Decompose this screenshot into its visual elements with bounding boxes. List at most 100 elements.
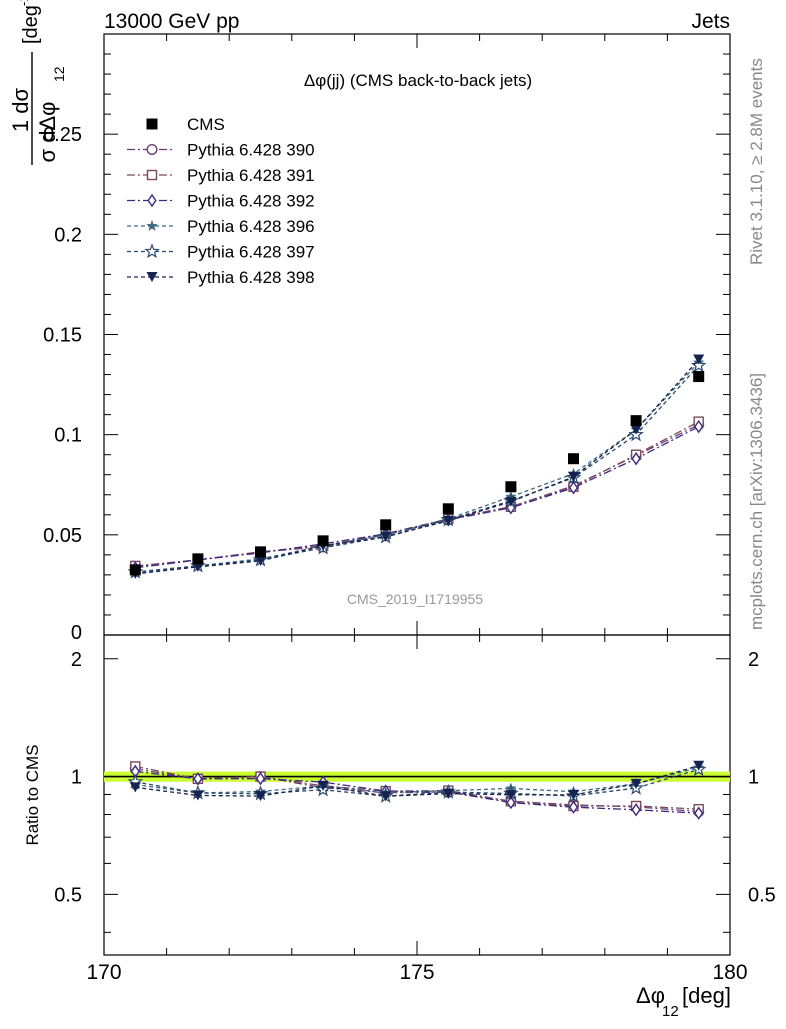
ratio-point-p398 xyxy=(380,791,392,802)
y-tick-label: 0.05 xyxy=(43,525,82,547)
y-label-numerator: 1 dσ xyxy=(8,88,33,133)
data-point-p398 xyxy=(630,424,642,435)
y-label-denominator-sub: 12 xyxy=(51,66,67,82)
series-line-p398 xyxy=(135,359,700,575)
ratio-line-p397 xyxy=(135,768,699,797)
legend-label-p396: Pythia 6.428 396 xyxy=(187,217,315,236)
series-line-p396 xyxy=(135,362,700,574)
x-tick-label: 175 xyxy=(399,961,434,984)
legend-marker-p392 xyxy=(147,193,157,208)
ratio-line-p390 xyxy=(135,768,699,813)
legend-marker-cms xyxy=(146,118,158,130)
ratio-y-tick-label: 0.5 xyxy=(54,884,82,906)
y-label-unit-sup: -1 xyxy=(16,0,31,6)
legend-label-p397: Pythia 6.428 397 xyxy=(187,243,315,262)
data-point-cms xyxy=(505,481,517,493)
ratio-line-p396 xyxy=(135,766,699,794)
y-tick-label: 0.15 xyxy=(43,325,82,347)
main-series-group xyxy=(127,354,707,579)
ratio-point-p398 xyxy=(317,780,329,791)
data-point-p392 xyxy=(568,481,579,495)
ratio-point-p398 xyxy=(693,760,705,771)
data-point-p392 xyxy=(694,419,704,434)
data-point-cms xyxy=(693,371,705,383)
legend-label-p398: Pythia 6.428 398 xyxy=(187,268,315,287)
data-point-p392 xyxy=(631,451,641,466)
x-label-unit: [deg] xyxy=(682,983,731,1008)
legend-marker-p390 xyxy=(146,143,158,155)
ratio-y-tick-label-right: 1 xyxy=(748,767,759,789)
y-label-denominator: σ dΔφ xyxy=(35,102,60,163)
data-point-cms xyxy=(380,519,392,531)
series-line-p391 xyxy=(135,421,700,567)
ratio-point-p392 xyxy=(694,806,704,820)
legend-label-p392: Pythia 6.428 392 xyxy=(187,192,315,211)
data-point-cms xyxy=(317,535,329,547)
rivet-version-label: Rivet 3.1.10, ≥ 2.8M events xyxy=(747,58,766,265)
analysis-watermark: CMS_2019_I1719955 xyxy=(347,591,483,607)
x-label-symbol: Δφ xyxy=(636,983,665,1008)
data-point-cms xyxy=(129,564,141,576)
ratio-line-p391 xyxy=(135,765,699,810)
series-line-p392 xyxy=(135,426,699,569)
ratio-series-group xyxy=(127,760,707,820)
data-point-p398 xyxy=(568,471,579,482)
ratio-point-p392 xyxy=(255,771,266,786)
data-point-cms xyxy=(255,546,266,558)
ratio-y-tick-label-right: 0.5 xyxy=(748,884,776,906)
ratio-y-tick-label: 2 xyxy=(71,649,82,671)
data-point-cms xyxy=(568,453,579,465)
data-point-cms xyxy=(192,553,204,565)
legend-label-p391: Pythia 6.428 391 xyxy=(187,166,315,185)
data-point-cms xyxy=(630,415,642,427)
ratio-point-p398 xyxy=(442,788,454,799)
x-axis-label: Δφ 12 [deg] xyxy=(636,983,731,1020)
ratio-line-p398 xyxy=(135,765,699,797)
ratio-point-p392 xyxy=(193,772,203,786)
data-point-p398 xyxy=(693,354,705,365)
x-label-sub: 12 xyxy=(662,1003,679,1020)
x-tick-label: 170 xyxy=(86,961,121,984)
plot-title: Δφ(jj) (CMS back-to-back jets) xyxy=(304,71,532,90)
legend-marker-p397 xyxy=(144,243,160,259)
ratio-y-tick-label: 1 xyxy=(71,767,82,789)
mcplots-label: mcplots.cern.ch [arXiv:1306.3436] xyxy=(747,373,766,630)
data-point-p398 xyxy=(442,515,454,526)
ratio-point-p398 xyxy=(505,789,517,800)
data-point-p398 xyxy=(380,531,392,542)
data-point-p398 xyxy=(505,496,517,507)
series-line-p397 xyxy=(135,365,700,573)
legend-label-cms: CMS xyxy=(187,115,225,134)
legend-label-p390: Pythia 6.428 390 xyxy=(187,141,315,160)
ratio-point-p398 xyxy=(255,791,266,802)
y-tick-label: 0.2 xyxy=(54,224,82,246)
series-line-p390 xyxy=(135,424,699,568)
legend-marker-p398 xyxy=(146,272,158,282)
ratio-point-p392 xyxy=(568,800,579,814)
legend-marker-p391 xyxy=(146,169,158,181)
y-tick-label: 0.1 xyxy=(54,425,82,447)
y-tick-label: 0 xyxy=(71,622,82,644)
ratio-point-p398 xyxy=(192,790,204,801)
ratio-y-tick-label-right: 2 xyxy=(748,649,759,671)
y-label-unit: [deg xyxy=(20,5,42,44)
header-process: Jets xyxy=(691,10,730,33)
data-point-cms xyxy=(442,503,454,515)
ratio-point-p392 xyxy=(631,803,641,817)
x-tick-label: 180 xyxy=(712,961,747,984)
main-y-axis-label: 1 dσ σ dΔφ 12 [deg -1 ] xyxy=(8,0,67,165)
data-point-p398 xyxy=(255,555,266,566)
y-tick-label: 0.25 xyxy=(43,124,82,146)
ratio-point-p398 xyxy=(568,789,579,800)
header-energy: 13000 GeV pp xyxy=(104,10,239,33)
data-point-p398 xyxy=(192,561,204,572)
legend-marker-p396 xyxy=(146,220,158,231)
ratio-point-p392 xyxy=(506,795,516,810)
legend: CMS Pythia 6.428 390 Pythia 6.428 391 Pythi… xyxy=(127,115,315,287)
ratio-point-p398 xyxy=(630,778,642,789)
ratio-y-axis-label: Ratio to CMS xyxy=(23,744,42,845)
data-point-p397 xyxy=(690,357,707,373)
ratio-point-p398 xyxy=(129,782,141,793)
